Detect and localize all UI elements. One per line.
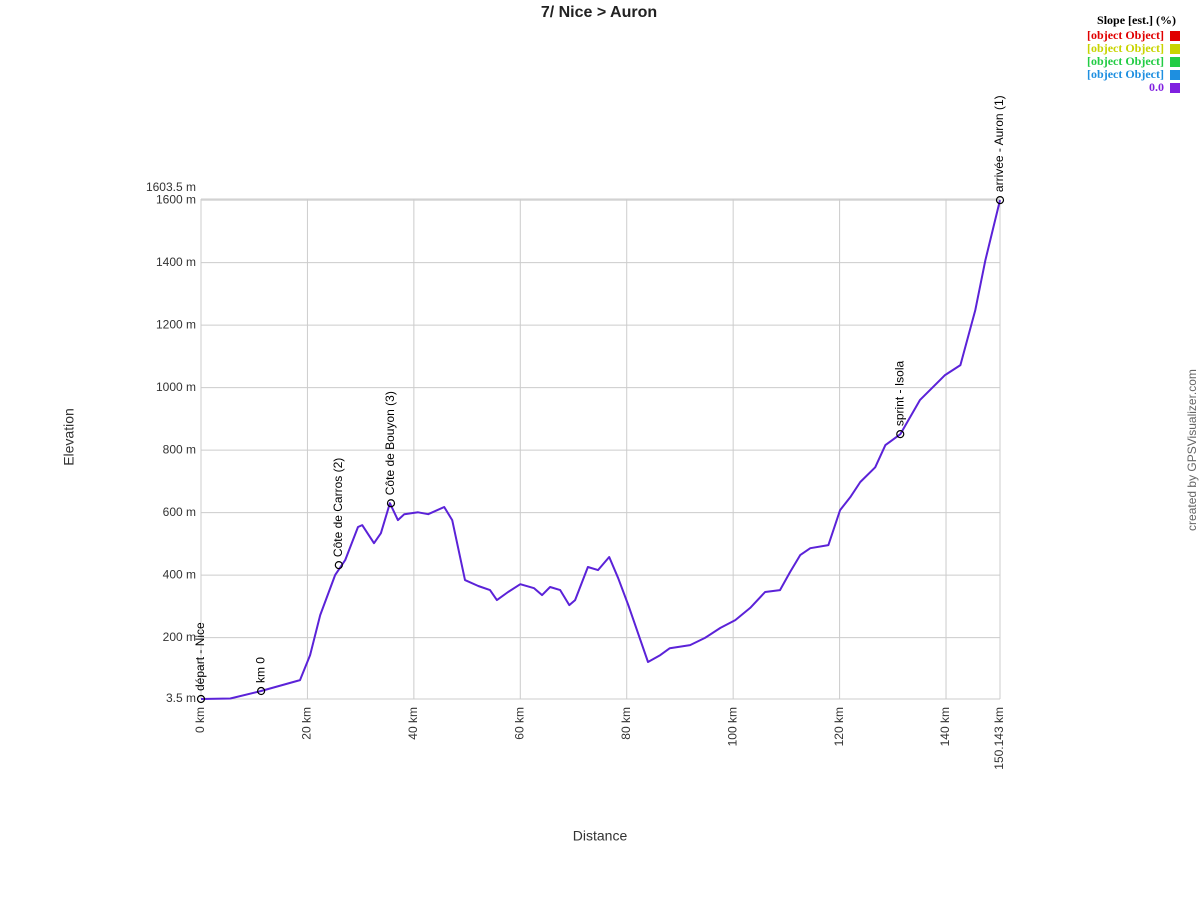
legend-swatch [1170,83,1180,93]
y-tick-label: 3.5 m [166,691,196,705]
waypoint-label: Côte de Bouyon (3) [383,391,397,495]
waypoint-marker [257,686,266,696]
y-tick-label: 600 m [163,505,196,519]
legend-label: [object Object] [1087,28,1164,42]
x-axis-title: Distance [573,828,628,844]
legend-label: [object Object] [1087,41,1164,55]
x-tick-label: 140 km [938,707,952,746]
legend-title: Slope [est.] (%) [1097,13,1176,27]
waypoint-label: arrivée - Auron (1) [992,95,1006,192]
x-tick-label: 0 km [193,707,207,733]
elevation-line [200,199,1001,700]
waypoint-label: sprint - Isola [892,360,906,426]
x-tick-label: 60 km [512,707,526,740]
legend-label: 0.0 [1149,80,1164,94]
x-tick-label: 80 km [619,707,633,740]
y-axis-title: Elevation [61,408,77,466]
y-tick-label: 1603.5 m [146,180,196,194]
legend-swatch [1170,31,1180,41]
y-tick-label: 1000 m [156,380,196,394]
waypoint-marker [386,499,396,508]
legend-swatch [1170,57,1180,67]
waypoint-marker [896,430,905,439]
y-tick-label: 1200 m [156,317,196,331]
x-tick-label: 20 km [300,707,314,740]
credit: created by GPSVisualizer.com [1185,369,1199,531]
x-tick-label: 40 km [406,707,420,740]
waypoint-marker [995,195,1005,205]
waypoint-label: départ - Nice [193,622,207,691]
x-tick-label: 100 km [725,707,739,746]
waypoint-marker [334,560,343,570]
waypoint-label: Côte de Carros (2) [331,458,345,557]
waypoint-marker [196,694,206,704]
y-tick-label: 1600 m [156,192,196,206]
chart-title: 7/ Nice > Auron [541,4,657,21]
waypoint-label: km 0 [253,657,267,683]
x-tick-label: 150.143 km [992,707,1006,770]
y-tick-label: 1400 m [156,255,196,269]
y-tick-label: 800 m [163,442,196,456]
legend-swatch [1170,44,1180,54]
legend-swatch [1170,70,1180,80]
legend-label: [object Object] [1087,54,1164,68]
legend-label: [object Object] [1087,67,1164,81]
y-tick-label: 400 m [163,567,196,581]
x-tick-label: 120 km [832,707,846,746]
y-tick-label: 200 m [163,630,196,644]
